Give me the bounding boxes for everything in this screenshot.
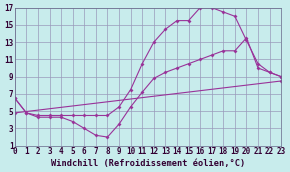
X-axis label: Windchill (Refroidissement éolien,°C): Windchill (Refroidissement éolien,°C) (51, 159, 245, 168)
